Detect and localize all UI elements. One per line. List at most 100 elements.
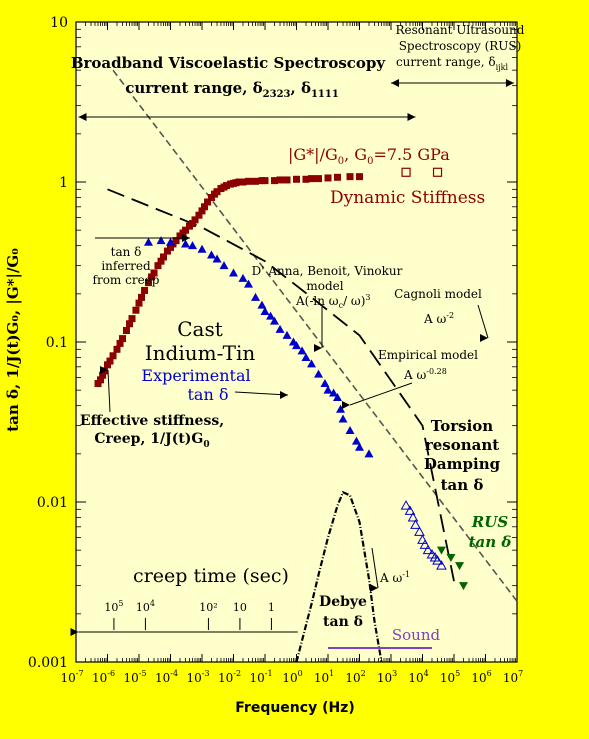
data-point: [204, 198, 212, 206]
data-point: [195, 211, 203, 219]
creep-time-tick-label: 10: [233, 601, 247, 614]
data-point: [116, 339, 124, 347]
experimental-pointer: [234, 391, 289, 396]
danna-pointer-head: [314, 344, 322, 352]
effective-line1: Effective stiffness,: [80, 413, 224, 429]
creep-time-tick-label: 1: [268, 601, 275, 614]
data-point: [364, 449, 374, 458]
x-tick-label: 107: [503, 669, 523, 685]
cagnoli-slope-line-head: [480, 334, 488, 342]
data-point: [229, 268, 238, 277]
y-tick-label: 0.1: [46, 335, 68, 351]
data-point: [355, 442, 364, 451]
effective-line2-visible: Creep, 1/J(t)G0: [94, 431, 209, 450]
bvs-range: current range, δ2323, δ1111: [125, 79, 339, 100]
data-point: [282, 330, 292, 339]
sound-label: Sound: [392, 626, 441, 644]
range-arrows: 105 104 10² 10 1: [70, 79, 514, 649]
data-point: [260, 307, 270, 316]
data-point: [455, 562, 465, 571]
debye-line2: tan δ: [323, 614, 363, 630]
data-point: [252, 177, 260, 185]
data-point: [197, 244, 207, 253]
y-axis-label: tan δ, 1/J(t)G₀, |G*|/G₀: [4, 248, 22, 432]
creep-time-tick-label: 105: [104, 599, 123, 614]
danna-formula: A(-ln ωc/ ω)3: [295, 293, 370, 310]
data-point: [157, 257, 165, 265]
data-point: [261, 177, 269, 185]
x-axis-label: Frequency (Hz): [235, 700, 354, 716]
y-tick-label: 1: [59, 175, 68, 191]
data-point: [332, 392, 342, 401]
data-point: [417, 534, 428, 544]
dynamic-stiffness-label: Dynamic Stiffness: [330, 188, 485, 208]
empirical-pointer: [349, 382, 413, 406]
rus-range-line3: current range, δijkl: [396, 55, 509, 72]
x-tick-label: 102: [345, 669, 365, 685]
data-point: [213, 188, 221, 196]
data-point: [251, 292, 261, 301]
x-tick-label: 101: [314, 669, 334, 685]
data-point: [188, 241, 198, 250]
effective-pointer-head: [100, 366, 108, 374]
data-point: [223, 182, 231, 190]
data-point: [297, 346, 307, 355]
data-point: [132, 306, 140, 314]
data-point: [239, 178, 247, 186]
axis-ticks: 10-7 10-6 10-5 10-4 10-3 10-2 10-1 100 101 102 103…: [28, 15, 523, 685]
data-point: [351, 436, 361, 445]
data-point: [333, 173, 341, 181]
data-point: [320, 379, 330, 388]
x-tick-label: 10-5: [123, 669, 146, 685]
data-point: [307, 359, 317, 368]
data-point: [182, 226, 190, 234]
data-point: [400, 500, 412, 510]
data-point: [163, 247, 171, 255]
torsion-line1: Torsion: [431, 417, 493, 435]
data-point: [141, 286, 149, 294]
data-point: [338, 414, 348, 423]
x-tick-label: 10-3: [186, 669, 209, 685]
data-point: [99, 371, 107, 379]
data-point: [314, 369, 324, 378]
data-point: [283, 176, 291, 184]
data-point: [270, 177, 278, 185]
data-point: [404, 505, 416, 515]
cagnoli-slope-line: [477, 304, 489, 339]
x-tick-label: 103: [377, 669, 397, 685]
rus-tan-line1: RUS: [471, 513, 509, 531]
data-point: [324, 174, 332, 182]
data-point: [436, 546, 446, 555]
rus-range-line1: Resonant Ultrasound: [396, 23, 525, 37]
data-point: [407, 511, 419, 522]
data-point: [181, 239, 191, 248]
data-point: [156, 236, 166, 245]
empirical-line1: Empirical model: [378, 348, 478, 362]
data-point: [198, 207, 206, 215]
data-point: [356, 173, 363, 181]
empirical-formula: A ω-0.28: [403, 367, 447, 382]
data-point: [414, 526, 425, 536]
data-point: [148, 273, 156, 281]
tan-inferred-line3: from creep: [93, 273, 160, 287]
cagnoli-line1: Cagnoli model: [394, 287, 482, 301]
torsion-line3: Damping: [424, 455, 501, 473]
x-tick-label: 10-4: [155, 669, 178, 685]
tan-inferred-pointer-head: [182, 234, 190, 242]
creep-fit-curve: [112, 69, 518, 602]
data-point: [345, 425, 355, 434]
tan-inferred-line2: inferred: [101, 259, 151, 273]
data-point: [245, 177, 253, 185]
data-point: [293, 175, 300, 183]
data-point: [109, 352, 117, 360]
danna-line1: D' Anna, Benoit, Vinokur: [252, 264, 403, 278]
data-point: [432, 167, 443, 177]
x-tick-label: 104: [408, 669, 428, 685]
data-point: [150, 269, 158, 277]
data-point: [432, 555, 443, 565]
data-point: [446, 553, 456, 562]
effective-pointer: [107, 369, 111, 413]
bvs-range-arrow-head: [407, 113, 416, 121]
bvs-title: Broadband Viscoelastic Spectroscopy: [71, 54, 387, 72]
y-tick-label: 0.001: [28, 655, 68, 671]
